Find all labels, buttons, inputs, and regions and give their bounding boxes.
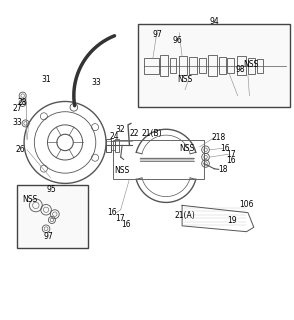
Bar: [208, 55, 217, 76]
Text: 97: 97: [43, 232, 53, 241]
Bar: [115, 139, 119, 152]
Text: 17: 17: [115, 214, 125, 223]
Text: 218: 218: [212, 133, 226, 142]
Text: 19: 19: [227, 216, 237, 225]
Text: 16: 16: [226, 156, 236, 165]
Text: 16: 16: [108, 208, 117, 217]
Bar: [106, 139, 111, 152]
Text: 18: 18: [218, 165, 227, 174]
Text: NSS: NSS: [114, 166, 130, 175]
Text: NSS: NSS: [177, 75, 192, 84]
Bar: [113, 140, 204, 179]
Text: 28: 28: [18, 98, 27, 107]
Text: 16: 16: [121, 220, 131, 229]
Text: 26: 26: [16, 145, 25, 154]
Bar: [111, 141, 115, 150]
Text: 24: 24: [109, 132, 119, 140]
Bar: [219, 57, 226, 75]
Text: 17: 17: [226, 150, 236, 159]
Bar: [257, 59, 263, 73]
Bar: [138, 24, 290, 107]
Text: 33: 33: [91, 78, 101, 87]
Text: 21(B): 21(B): [141, 129, 162, 138]
Text: 31: 31: [41, 75, 51, 84]
Text: 95: 95: [46, 185, 56, 194]
Text: 96: 96: [173, 36, 183, 45]
Bar: [17, 185, 88, 248]
Bar: [228, 58, 234, 73]
Bar: [237, 56, 246, 75]
Text: 27: 27: [13, 104, 22, 113]
Bar: [199, 58, 206, 73]
Bar: [160, 55, 168, 76]
Text: 16: 16: [220, 144, 230, 153]
Bar: [189, 57, 197, 75]
Text: 106: 106: [239, 200, 254, 209]
Text: 97: 97: [152, 30, 162, 39]
Text: 98: 98: [235, 65, 245, 74]
Text: 94: 94: [209, 17, 219, 26]
Text: 22: 22: [129, 129, 138, 138]
Text: 33: 33: [13, 118, 23, 127]
Text: 32: 32: [115, 125, 125, 134]
Bar: [178, 56, 187, 75]
Text: NSS: NSS: [179, 144, 194, 153]
Text: NSS: NSS: [243, 60, 258, 68]
Text: 21(A): 21(A): [174, 211, 195, 220]
Bar: [248, 58, 255, 74]
Bar: [170, 58, 176, 73]
Bar: [144, 58, 159, 74]
Text: NSS: NSS: [22, 195, 38, 204]
